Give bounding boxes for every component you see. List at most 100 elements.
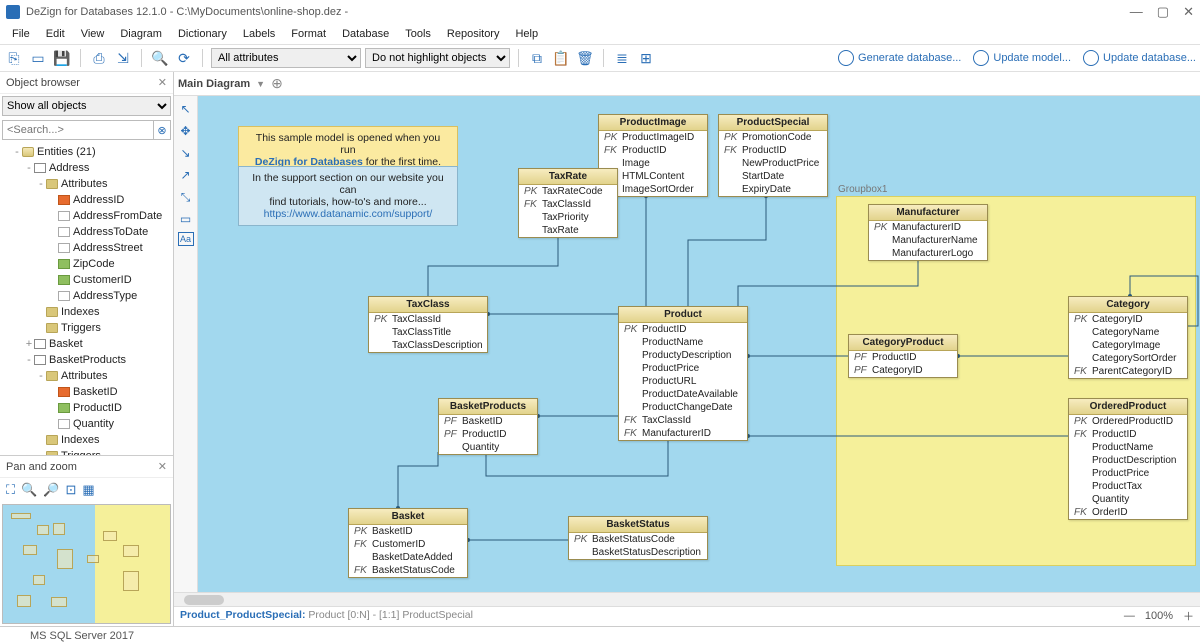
tree-node[interactable]: -Attributes (0, 368, 173, 384)
entity-taxclass[interactable]: TaxClassPKTaxClassIdTaxClassTitleTaxClas… (368, 296, 488, 353)
filter-combo[interactable]: Show all objects (2, 96, 171, 116)
rect-tool-icon[interactable]: ▭ (177, 210, 195, 228)
search-clear-icon[interactable]: ⊗ (154, 120, 171, 140)
menu-database[interactable]: Database (336, 26, 395, 42)
app-icon (6, 5, 20, 19)
zoom-out-button[interactable]: — (1124, 610, 1135, 622)
panzoom-close-icon[interactable]: ✕ (158, 460, 167, 473)
tree-node[interactable]: BasketID (0, 384, 173, 400)
menu-tools[interactable]: Tools (399, 26, 437, 42)
tree-node[interactable]: -Entities (21) (0, 144, 173, 160)
panzoom-thumbnail[interactable] (2, 504, 171, 624)
tree-node[interactable]: ProductID (0, 400, 173, 416)
line2-tool-icon[interactable]: ↗ (177, 166, 195, 184)
diagram-canvas[interactable]: Groupbox1 This sample model is opened wh… (198, 96, 1200, 606)
menu-format[interactable]: Format (285, 26, 332, 42)
tree-node[interactable]: AddressToDate (0, 224, 173, 240)
entity-basketstatus[interactable]: BasketStatusPKBasketStatusCodeBasketStat… (568, 516, 708, 560)
open-icon[interactable]: ▭ (28, 48, 48, 68)
print-icon[interactable]: ⎙ (89, 48, 109, 68)
entity-tree[interactable]: -Entities (21)-Address-Attributes Addres… (0, 142, 173, 455)
entity-basketproducts[interactable]: BasketProductsPFBasketIDPFProductIDQuant… (438, 398, 538, 455)
db-engine-label: MS SQL Server 2017 (30, 630, 134, 642)
pan-tool-icon[interactable]: ✥ (177, 122, 195, 140)
titlebar: DeZign for Databases 12.1.0 - C:\MyDocum… (0, 0, 1200, 24)
zoom-100-icon[interactable]: ⊡ (65, 482, 76, 498)
menu-repository[interactable]: Repository (441, 26, 506, 42)
zoom-in-icon[interactable]: 🔍 (21, 482, 37, 498)
entity-orderedproduct[interactable]: OrderedProductPKOrderedProductIDFKProduc… (1068, 398, 1188, 520)
toolbar: ⎘ ▭ 💾 ⎙ ⇲ 🔍 ⟳ All attributes Do not high… (0, 44, 1200, 72)
tree-node[interactable]: ZipCode (0, 256, 173, 272)
save-icon[interactable]: 💾 (52, 48, 72, 68)
refresh-icon[interactable]: ⟳ (174, 48, 194, 68)
panzoom-buttons: ⛶ 🔍 🔎 ⊡ ▦ (0, 478, 173, 502)
tree-node[interactable]: +Basket (0, 336, 173, 352)
tree-node[interactable]: AddressType (0, 288, 173, 304)
zoom-in-button[interactable]: ＋ (1183, 608, 1194, 624)
export-icon[interactable]: ⇲ (113, 48, 133, 68)
add-tab-icon[interactable]: ⊕ (271, 75, 283, 92)
maximize-icon[interactable]: ▢ (1157, 4, 1169, 20)
copy-icon[interactable]: ⧉ (527, 48, 547, 68)
entity-productspecial[interactable]: ProductSpecialPKPromotionCodeFKProductID… (718, 114, 828, 197)
zoom-region-icon[interactable]: ▦ (82, 482, 94, 498)
entity-product[interactable]: ProductPKProductIDProductNameProductyDes… (618, 306, 748, 441)
menu-diagram[interactable]: Diagram (114, 26, 168, 42)
tree-node[interactable]: AddressID (0, 192, 173, 208)
tree-node[interactable]: Triggers (0, 320, 173, 336)
window-controls: — ▢ ✕ (1130, 4, 1194, 20)
search-input[interactable] (2, 120, 154, 140)
search-icon[interactable]: 🔍 (150, 48, 170, 68)
entity-manufacturer[interactable]: ManufacturerPKManufacturerIDManufacturer… (868, 204, 988, 261)
tree-node[interactable]: AddressFromDate (0, 208, 173, 224)
menubar: FileEditViewDiagramDictionaryLabelsForma… (0, 24, 1200, 44)
minimize-icon[interactable]: — (1130, 4, 1143, 20)
delete-icon[interactable]: 🗑 (575, 48, 595, 68)
line1-tool-icon[interactable]: ↘ (177, 144, 195, 162)
tree-node[interactable]: -Attributes (0, 176, 173, 192)
entity-taxrate[interactable]: TaxRatePKTaxRateCodeFKTaxClassIdTaxPrior… (518, 168, 618, 238)
update-db-button[interactable]: Update database... (1083, 50, 1196, 66)
diagram-tab[interactable]: Main Diagram (178, 78, 250, 90)
tree-node[interactable]: -Address (0, 160, 173, 176)
align-icon[interactable]: ≣ (612, 48, 632, 68)
text-tool-icon[interactable]: Aa (178, 232, 194, 246)
menu-dictionary[interactable]: Dictionary (172, 26, 233, 42)
zoom-fit-icon[interactable]: ⛶ (6, 482, 15, 498)
paste-icon[interactable]: 📋 (551, 48, 571, 68)
new-icon[interactable]: ⎘ (4, 48, 24, 68)
pointer-tool-icon[interactable]: ↖ (177, 100, 195, 118)
tree-node[interactable]: Triggers (0, 448, 173, 455)
note[interactable]: In the support section on our website yo… (238, 166, 458, 226)
menu-view[interactable]: View (75, 26, 111, 42)
attributes-combo[interactable]: All attributes (211, 48, 361, 68)
tree-node[interactable]: -BasketProducts (0, 352, 173, 368)
entity-categoryproduct[interactable]: CategoryProductPFProductIDPFCategoryID (848, 334, 958, 378)
zoom-out-icon[interactable]: 🔎 (43, 482, 59, 498)
panel-close-icon[interactable]: ✕ (158, 76, 167, 89)
entity-category[interactable]: CategoryPKCategoryIDCategoryNameCategory… (1068, 296, 1188, 379)
line3-tool-icon[interactable]: ⤡ (177, 188, 195, 206)
menu-edit[interactable]: Edit (40, 26, 71, 42)
update-model-button[interactable]: Update model... (973, 50, 1071, 66)
menu-help[interactable]: Help (509, 26, 544, 42)
layout-icon[interactable]: ⊞ (636, 48, 656, 68)
entity-basket[interactable]: BasketPKBasketIDFKCustomerIDBasketDateAd… (348, 508, 468, 578)
tree-node[interactable]: Indexes (0, 304, 173, 320)
tree-node[interactable]: AddressStreet (0, 240, 173, 256)
window-title: DeZign for Databases 12.1.0 - C:\MyDocum… (26, 6, 1130, 18)
close-icon[interactable]: ✕ (1183, 4, 1194, 20)
diagram-area: Main Diagram ▼ ⊕ ↖ ✥ ↘ ↗ ⤡ ▭ Aa Groupbox… (174, 72, 1200, 626)
tab-dropdown-icon[interactable]: ▼ (256, 79, 265, 89)
zoom-level: 100% (1145, 610, 1173, 622)
horizontal-scrollbar[interactable] (174, 592, 1200, 606)
highlight-combo[interactable]: Do not highlight objects (365, 48, 510, 68)
tree-node[interactable]: Quantity (0, 416, 173, 432)
tree-node[interactable]: Indexes (0, 432, 173, 448)
panzoom-title: Pan and zoom (6, 461, 77, 473)
tree-node[interactable]: CustomerID (0, 272, 173, 288)
menu-file[interactable]: File (6, 26, 36, 42)
generate-db-button[interactable]: Generate database... (838, 50, 961, 66)
menu-labels[interactable]: Labels (237, 26, 281, 42)
